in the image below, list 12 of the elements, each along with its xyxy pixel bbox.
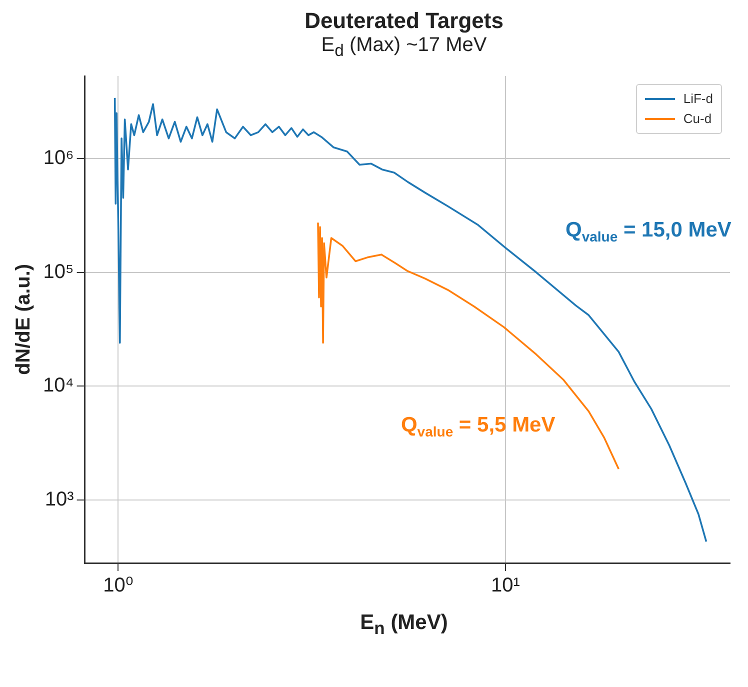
x-axis-title: E$_{n}$ (MeV) bbox=[359, 611, 449, 640]
y-tick-label: 10³ bbox=[44, 488, 74, 510]
y-axis-title: dN/dE (a.u.) bbox=[12, 264, 35, 376]
y-tick-label: 10⁵ bbox=[43, 260, 74, 283]
legend-label: LiF-d bbox=[683, 90, 713, 108]
legend-label: Cu-d bbox=[683, 110, 712, 128]
y-tick-label: 10⁴ bbox=[42, 374, 74, 397]
y-tick-label: 10⁶ bbox=[43, 146, 74, 169]
chart-title: Deuterated Targets bbox=[304, 8, 504, 34]
x-tick-label: 10¹ bbox=[491, 574, 520, 597]
x-tick-label: 10⁰ bbox=[103, 574, 134, 597]
chart-subtitle: E$_{d}$ (Max) ~17 MeV bbox=[320, 34, 488, 61]
